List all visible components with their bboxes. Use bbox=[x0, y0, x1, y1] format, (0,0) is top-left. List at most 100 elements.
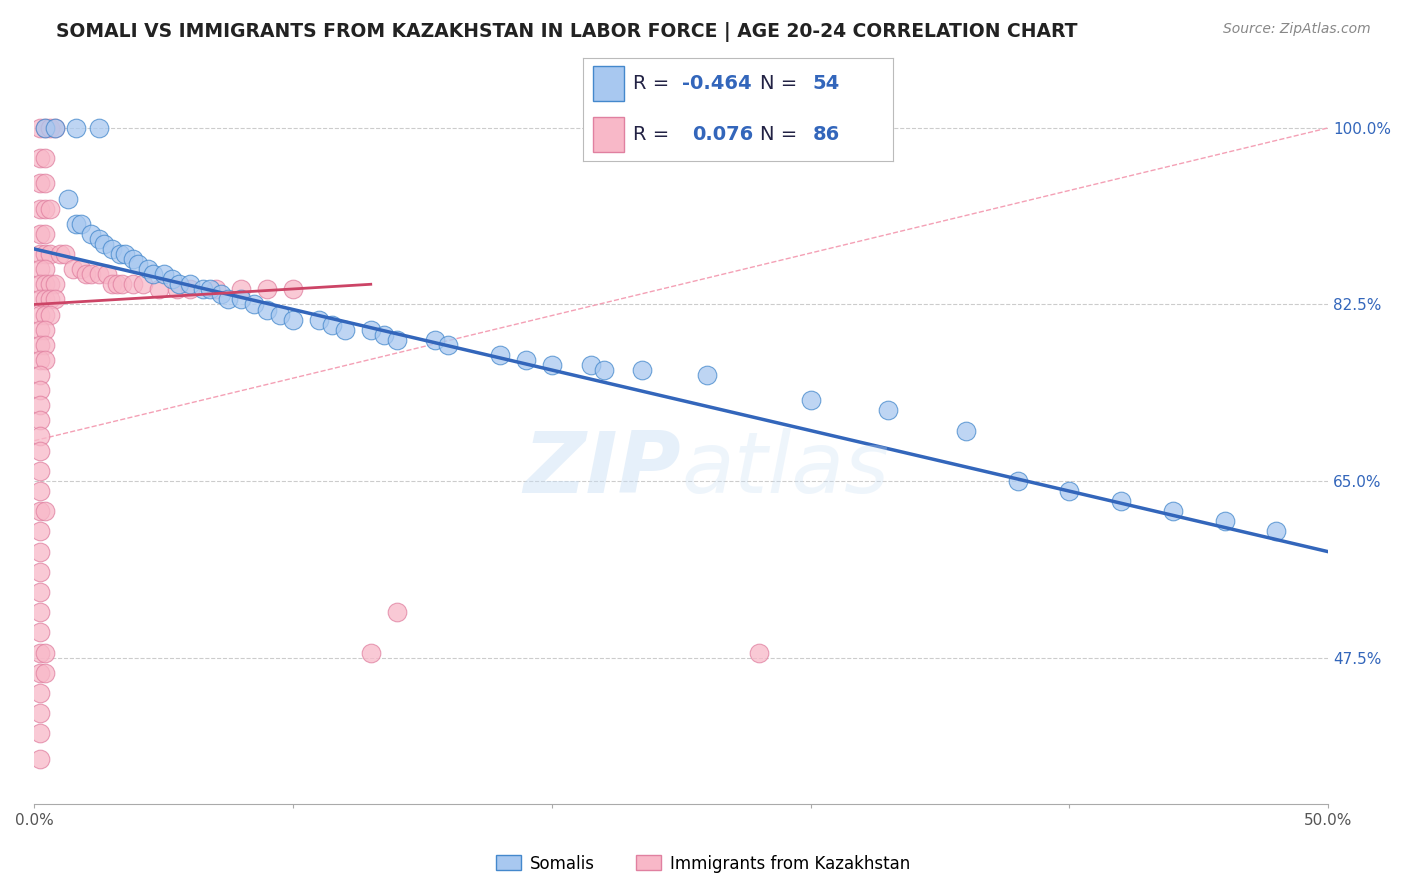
Point bbox=[28, 605, 51, 619]
Point bbox=[34, 227, 56, 241]
Point bbox=[28, 726, 51, 740]
Point bbox=[34, 120, 56, 135]
Point bbox=[34, 323, 56, 337]
Point bbox=[28, 383, 51, 397]
Point bbox=[200, 282, 222, 296]
Point bbox=[28, 625, 51, 640]
Point bbox=[179, 277, 201, 292]
Point bbox=[231, 293, 253, 307]
Point bbox=[256, 282, 278, 296]
Point bbox=[28, 484, 51, 499]
Point bbox=[28, 524, 51, 539]
Point bbox=[541, 358, 564, 372]
Point bbox=[49, 247, 72, 261]
Point bbox=[1109, 494, 1132, 508]
Point bbox=[105, 277, 128, 292]
Point bbox=[28, 665, 51, 680]
Point bbox=[121, 252, 143, 266]
Point bbox=[28, 464, 51, 478]
Point bbox=[1213, 515, 1236, 529]
Point bbox=[87, 232, 110, 246]
Point bbox=[243, 297, 266, 311]
Point bbox=[28, 308, 51, 322]
Point bbox=[28, 504, 51, 518]
Point bbox=[65, 217, 87, 231]
Point bbox=[256, 302, 278, 317]
Point bbox=[28, 120, 51, 135]
Text: atlas: atlas bbox=[682, 428, 889, 511]
Bar bbox=[593, 118, 624, 153]
Point bbox=[191, 282, 214, 296]
Point bbox=[108, 247, 131, 261]
Point bbox=[437, 338, 460, 352]
Point bbox=[101, 242, 124, 256]
Point bbox=[28, 428, 51, 442]
Point bbox=[44, 277, 66, 292]
Point bbox=[28, 706, 51, 720]
Point bbox=[62, 262, 84, 277]
Point bbox=[28, 544, 51, 558]
Point bbox=[217, 293, 239, 307]
Point bbox=[101, 277, 124, 292]
Point bbox=[34, 277, 56, 292]
Point bbox=[28, 227, 51, 241]
Point bbox=[96, 267, 118, 281]
Point bbox=[269, 308, 291, 322]
Point bbox=[360, 646, 382, 660]
Point bbox=[44, 120, 66, 135]
Point bbox=[44, 120, 66, 135]
Text: Source: ZipAtlas.com: Source: ZipAtlas.com bbox=[1223, 22, 1371, 37]
Point bbox=[34, 353, 56, 368]
Point bbox=[55, 247, 77, 261]
Point bbox=[1059, 484, 1081, 499]
Point bbox=[28, 177, 51, 191]
Point bbox=[148, 282, 170, 296]
Point bbox=[28, 293, 51, 307]
Point bbox=[28, 368, 51, 383]
Point bbox=[489, 348, 512, 362]
Point bbox=[28, 443, 51, 458]
Point bbox=[56, 192, 79, 206]
Point bbox=[34, 338, 56, 352]
Point bbox=[111, 277, 134, 292]
Point bbox=[231, 282, 253, 296]
Point bbox=[28, 323, 51, 337]
Point bbox=[142, 267, 165, 281]
Text: R =: R = bbox=[633, 74, 669, 93]
Point bbox=[169, 277, 191, 292]
Point bbox=[38, 277, 60, 292]
Point bbox=[333, 323, 356, 337]
Point bbox=[136, 262, 159, 277]
Point bbox=[70, 217, 93, 231]
Point bbox=[360, 323, 382, 337]
Point bbox=[34, 151, 56, 165]
Point bbox=[28, 565, 51, 579]
Point bbox=[1265, 524, 1288, 539]
Point bbox=[70, 262, 93, 277]
Point bbox=[748, 646, 770, 660]
Point bbox=[121, 277, 143, 292]
Text: 54: 54 bbox=[813, 74, 839, 93]
Point bbox=[38, 202, 60, 216]
Point bbox=[579, 358, 602, 372]
Point bbox=[28, 353, 51, 368]
Text: ZIP: ZIP bbox=[523, 428, 682, 511]
Text: N =: N = bbox=[759, 126, 797, 145]
Point bbox=[28, 277, 51, 292]
Point bbox=[34, 247, 56, 261]
Point bbox=[152, 267, 174, 281]
Point bbox=[321, 318, 343, 332]
Bar bbox=[593, 66, 624, 101]
Text: 0.076: 0.076 bbox=[692, 126, 754, 145]
Point bbox=[65, 120, 87, 135]
Point bbox=[385, 333, 408, 347]
Point bbox=[385, 605, 408, 619]
Point bbox=[34, 646, 56, 660]
Point bbox=[179, 282, 201, 296]
Point bbox=[93, 236, 115, 251]
Point bbox=[28, 413, 51, 427]
Point bbox=[34, 202, 56, 216]
Point bbox=[28, 338, 51, 352]
Point bbox=[87, 120, 110, 135]
Point bbox=[166, 282, 188, 296]
